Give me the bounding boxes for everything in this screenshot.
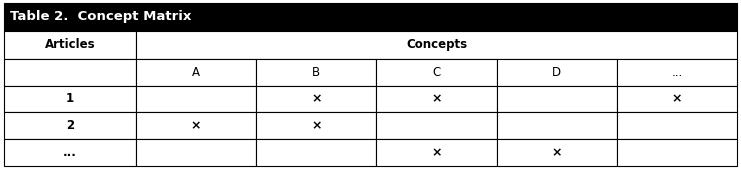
Bar [136,113,256,139]
Bar [617,139,737,166]
Bar [136,31,737,59]
Text: ×: × [311,119,322,132]
Bar [617,86,737,113]
Text: D: D [552,66,561,79]
Text: 1: 1 [66,93,74,105]
Bar [256,139,376,166]
Bar [496,59,617,86]
Bar [136,86,256,113]
Bar [256,113,376,139]
Bar [617,59,737,86]
Bar [496,86,617,113]
Text: ×: × [551,146,562,159]
Text: Concepts: Concepts [406,38,467,51]
Bar [256,59,376,86]
Bar [376,139,496,166]
Bar [136,139,256,166]
Text: ×: × [311,93,322,105]
Text: C: C [432,66,441,79]
Bar [4,139,136,166]
Text: Articles: Articles [44,38,96,51]
Bar [376,86,496,113]
Bar [4,59,136,86]
Text: ...: ... [671,66,682,79]
Bar [136,59,256,86]
Text: 2: 2 [66,119,74,132]
Bar [256,86,376,113]
Bar [4,86,136,113]
Text: ...: ... [63,146,77,159]
Text: ×: × [431,93,442,105]
Text: B: B [312,66,320,79]
Bar [4,3,737,31]
Bar [4,31,136,59]
Text: ×: × [671,93,682,105]
Bar [496,113,617,139]
Bar [376,59,496,86]
Bar [4,113,136,139]
Bar [376,113,496,139]
Text: A: A [192,66,200,79]
Text: ×: × [431,146,442,159]
Bar [617,113,737,139]
Text: Table 2.  Concept Matrix: Table 2. Concept Matrix [10,10,191,24]
Bar [496,139,617,166]
Text: ×: × [190,119,202,132]
